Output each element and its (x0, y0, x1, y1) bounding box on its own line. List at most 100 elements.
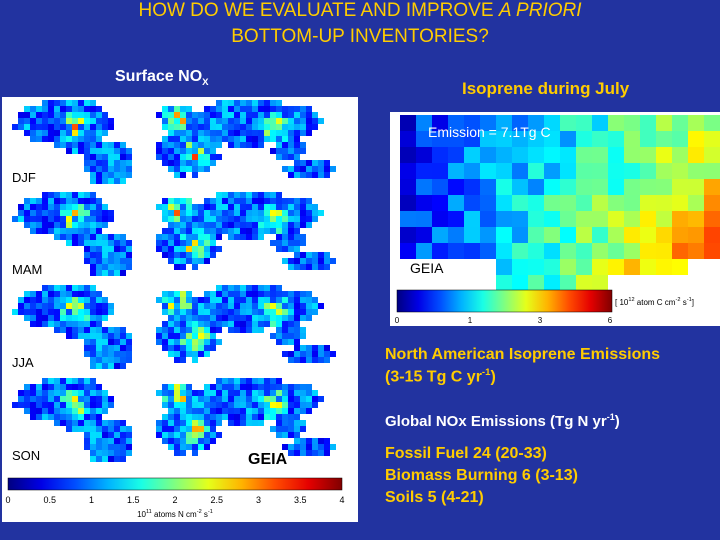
map-cell (204, 252, 210, 258)
map-cell (192, 204, 198, 210)
map-cell (66, 136, 72, 142)
map-cell (42, 390, 48, 396)
map-cell (114, 420, 120, 426)
map-cell (288, 351, 294, 357)
map-cell (270, 291, 276, 297)
map-cell (228, 408, 234, 414)
map-cell (210, 402, 216, 408)
map-cell (276, 234, 282, 240)
map-cell (312, 297, 318, 303)
map-cell (162, 136, 168, 142)
map-cell (60, 130, 66, 136)
map-cell (252, 118, 258, 124)
map-cell (126, 450, 132, 456)
map-cell (306, 166, 312, 172)
map-cell (240, 303, 246, 309)
map-cell (96, 130, 102, 136)
map-cell (108, 396, 114, 402)
map-cell (96, 166, 102, 172)
map-cell (258, 327, 264, 333)
map-cell (222, 390, 228, 396)
map-cell (300, 402, 306, 408)
map-cell (240, 112, 246, 118)
map-cell (198, 396, 204, 402)
map-cell (198, 166, 204, 172)
map-cell (234, 198, 240, 204)
map-cell (222, 124, 228, 130)
map-cell (306, 106, 312, 112)
map-cell (228, 285, 234, 291)
map-cell (42, 291, 48, 297)
map-cell (18, 118, 24, 124)
map-cell (162, 339, 168, 345)
map-cell (216, 118, 222, 124)
map-cell (108, 444, 114, 450)
map-cell (276, 297, 282, 303)
map-cell (608, 259, 624, 275)
map-cell (282, 216, 288, 222)
map-cell (180, 438, 186, 444)
right-heading: Isoprene during July (462, 79, 630, 98)
map-cell (210, 234, 216, 240)
colorbar (7, 477, 343, 491)
map-cell (204, 396, 210, 402)
source-label: GEIA (410, 260, 444, 276)
map-cell (84, 390, 90, 396)
map-cell (48, 303, 54, 309)
map-cell (672, 115, 688, 131)
map-cell (186, 426, 192, 432)
map-cell (312, 166, 318, 172)
map-cell (240, 408, 246, 414)
map-cell (180, 148, 186, 154)
map-cell (258, 222, 264, 228)
map-cell (84, 166, 90, 172)
map-cell (210, 321, 216, 327)
map-cell (276, 414, 282, 420)
map-cell (102, 309, 108, 315)
map-cell (204, 309, 210, 315)
map-cell (90, 136, 96, 142)
map-cell (592, 147, 608, 163)
map-cell (192, 136, 198, 142)
map-cell (204, 118, 210, 124)
map-cell (624, 211, 640, 227)
map-cell (30, 321, 36, 327)
map-cell (306, 357, 312, 363)
map-cell (306, 390, 312, 396)
map-cell (270, 414, 276, 420)
map-cell (114, 426, 120, 432)
map-cell (240, 315, 246, 321)
map-cell (222, 378, 228, 384)
map-cell (294, 228, 300, 234)
map-cell (246, 136, 252, 142)
map-cell (294, 357, 300, 363)
map-cell (108, 426, 114, 432)
map-cell (240, 210, 246, 216)
map-cell (42, 315, 48, 321)
map-cell (222, 118, 228, 124)
map-cell (114, 333, 120, 339)
map-cell (222, 228, 228, 234)
map-cell (60, 198, 66, 204)
map-cell (186, 339, 192, 345)
map-cell (204, 106, 210, 112)
map-cell (186, 351, 192, 357)
map-cell (60, 118, 66, 124)
map-cell (156, 390, 162, 396)
map-cell (210, 315, 216, 321)
map-cell (114, 351, 120, 357)
map-cell (276, 106, 282, 112)
map-cell (656, 179, 672, 195)
map-cell (294, 166, 300, 172)
map-cell (174, 124, 180, 130)
map-cell (60, 124, 66, 130)
map-cell (84, 118, 90, 124)
map-cell (102, 204, 108, 210)
map-cell (156, 234, 162, 240)
map-cell (276, 426, 282, 432)
map-cell (416, 147, 432, 163)
map-cell (84, 192, 90, 198)
map-cell (288, 402, 294, 408)
map-cell (168, 384, 174, 390)
map-cell (30, 303, 36, 309)
